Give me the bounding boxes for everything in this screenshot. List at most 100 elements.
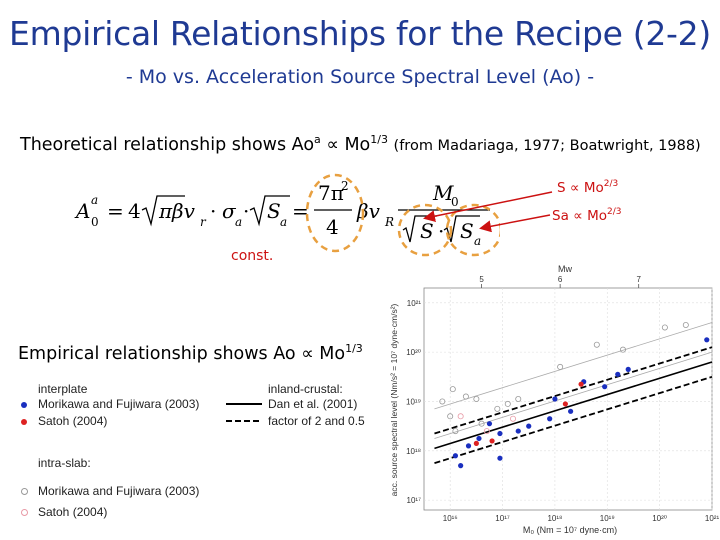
legend-dan: Dan et al. (2001) bbox=[268, 397, 358, 411]
eq-sub-a: a bbox=[235, 215, 242, 229]
eq-frac-den: 4 bbox=[326, 215, 339, 239]
y-axis-label: acc. source spectral level (Nm/s² = 10⁷ … bbox=[389, 303, 399, 496]
data-point bbox=[526, 423, 532, 429]
data-point bbox=[578, 381, 584, 387]
sa-mo: Mo bbox=[587, 208, 608, 224]
data-point bbox=[593, 341, 600, 348]
data-point bbox=[615, 371, 621, 377]
y-tick-label: 10²⁰ bbox=[406, 348, 421, 357]
sa-exp: 2/3 bbox=[607, 207, 622, 217]
eq-sigma: σ bbox=[222, 199, 237, 223]
data-point bbox=[478, 420, 485, 427]
eq-lhs-A: A bbox=[74, 199, 90, 223]
sa-relation: Sa ∝ Mo2/3 bbox=[552, 207, 622, 224]
data-point bbox=[625, 366, 631, 372]
data-point bbox=[486, 421, 493, 427]
const-label: const. bbox=[231, 248, 274, 264]
data-point bbox=[457, 413, 464, 420]
eq-den-Sa-sub: a bbox=[474, 234, 481, 248]
legend-satoh-2: Satoh (2004) bbox=[38, 505, 108, 519]
data-point bbox=[619, 346, 626, 353]
legend-interplate: interplate bbox=[38, 382, 88, 396]
data-point bbox=[473, 395, 480, 402]
sa-circle bbox=[445, 203, 500, 257]
x-axis-label: M₀ (Nm = 10⁷ dyne·cm) bbox=[523, 525, 617, 535]
empirical-exponent: 1/3 bbox=[345, 342, 363, 355]
data-point bbox=[704, 337, 710, 343]
trend-line bbox=[434, 375, 713, 464]
legend-morikawa: Morikawa and Fujiwara (2003) bbox=[38, 397, 200, 411]
eq-lhs-sub: 0 bbox=[91, 215, 99, 229]
theory-propto: ∝ bbox=[326, 135, 339, 155]
theory-mo: Mo bbox=[344, 135, 371, 155]
legend-satoh: Satoh (2004) bbox=[38, 414, 108, 428]
x-tick-label: 10²¹ bbox=[705, 514, 720, 523]
data-point bbox=[562, 401, 568, 407]
x-tick-label: 10²⁰ bbox=[652, 514, 667, 523]
eq-M0-sub: 0 bbox=[451, 195, 459, 209]
data-point bbox=[458, 463, 464, 469]
data-point bbox=[452, 453, 459, 459]
eq-equals-1: = bbox=[107, 199, 124, 223]
data-point bbox=[504, 400, 511, 407]
eq-dot-2: · bbox=[243, 199, 249, 223]
data-point bbox=[568, 408, 574, 414]
eq-den-S: S bbox=[420, 219, 434, 243]
empirical-mo: Mo bbox=[319, 344, 346, 364]
data-point bbox=[465, 443, 472, 449]
trend-line bbox=[434, 361, 713, 450]
data-point bbox=[449, 386, 456, 393]
eq-den-dot: · bbox=[438, 219, 444, 243]
data-point bbox=[462, 393, 469, 400]
theory-reference: (from Madariaga, 1977; Boatwright, 1988) bbox=[393, 138, 701, 154]
eq-7pi: 7π bbox=[318, 181, 344, 205]
data-point bbox=[497, 455, 503, 461]
s-circle bbox=[397, 203, 453, 257]
legend-intraslab: intra-slab: bbox=[38, 456, 91, 470]
x-tick-label: 10¹⁸ bbox=[547, 514, 562, 523]
s-mo: Mo bbox=[583, 180, 604, 196]
eq-coef: 4 bbox=[128, 199, 141, 223]
data-point bbox=[452, 428, 459, 435]
top-tick-label: 5 bbox=[479, 275, 484, 284]
top-tick-label: 6 bbox=[558, 275, 563, 284]
eq-sub-r: r bbox=[200, 215, 207, 229]
y-tick-label: 10¹⁹ bbox=[406, 397, 421, 406]
eq-den-Sa: S bbox=[460, 219, 474, 243]
theory-equation: A a 0 = 4 π βv r · σ a · S a = 7π 2 4 βv… bbox=[74, 173, 500, 257]
data-point bbox=[497, 430, 503, 437]
theory-exponent: 1/3 bbox=[370, 133, 388, 146]
relation-arrows bbox=[423, 191, 553, 233]
top-axis-label: Mw bbox=[558, 264, 572, 274]
sa-propto: ∝ bbox=[573, 208, 583, 224]
eq-sqrt-4 bbox=[443, 215, 480, 243]
x-tick-label: 10¹⁶ bbox=[443, 514, 458, 523]
eq-sqrt-1 bbox=[141, 195, 185, 227]
y-tick-label: 10¹⁸ bbox=[406, 447, 421, 456]
theory-prefix: Theoretical relationship shows Ao bbox=[20, 135, 315, 155]
s-label: S bbox=[557, 180, 566, 196]
slide-subtitle: - Mo vs. Acceleration Source Spectral Le… bbox=[125, 66, 595, 88]
empirical-propto: ∝ bbox=[301, 344, 314, 364]
data-point bbox=[489, 438, 495, 444]
eq-S: S bbox=[267, 199, 281, 223]
data-point bbox=[439, 398, 446, 405]
data-point bbox=[557, 363, 564, 370]
data-point bbox=[515, 428, 521, 434]
legend-grey-ring bbox=[21, 488, 28, 495]
legend-morikawa-2: Morikawa and Fujiwara (2003) bbox=[38, 484, 200, 498]
eq-S-sub-a: a bbox=[280, 215, 287, 229]
eq-dot-1: · bbox=[210, 199, 216, 223]
eq-7pi-sup: 2 bbox=[341, 179, 349, 193]
s-relation: S ∝ Mo2/3 bbox=[557, 179, 618, 196]
data-point bbox=[682, 322, 689, 329]
x-tick-label: 10¹⁷ bbox=[495, 514, 510, 523]
eq-equals-2: = bbox=[292, 199, 309, 223]
trend-line bbox=[434, 322, 713, 410]
empirical-prefix: Empirical relationship shows Ao bbox=[18, 344, 296, 364]
legend-pink-ring bbox=[21, 509, 28, 516]
eq-M0: M bbox=[432, 181, 454, 205]
data-point bbox=[602, 384, 608, 390]
eq-sqrt-2 bbox=[249, 195, 290, 227]
eq-pi: π bbox=[158, 199, 173, 223]
